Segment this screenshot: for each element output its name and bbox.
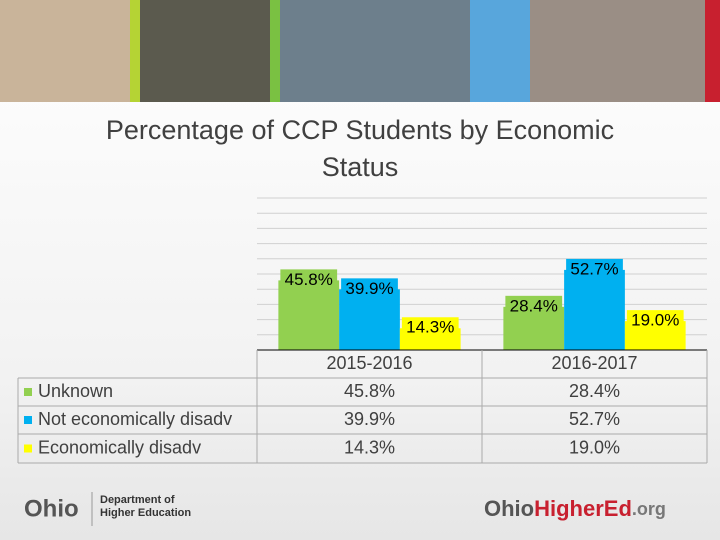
table-cell: 28.4%	[569, 381, 620, 401]
data-label: 28.4%	[510, 296, 558, 315]
legend-swatch	[24, 388, 32, 396]
footer-logo: Ohio	[24, 495, 79, 522]
table-cell: 45.8%	[344, 381, 395, 401]
data-label-bg	[280, 269, 338, 290]
table-cell: 39.9%	[344, 409, 395, 429]
bar	[564, 269, 625, 350]
photo-banner	[0, 0, 720, 102]
data-label: 39.9%	[345, 279, 393, 298]
footer: Ohio Department of Higher Education Ohio…	[24, 492, 666, 526]
legend-swatch	[24, 416, 32, 424]
data-label-bg	[341, 278, 398, 299]
bar	[339, 289, 400, 350]
table-cell: 19.0%	[569, 437, 620, 457]
data-label: 14.3%	[406, 318, 454, 337]
chart-title: Percentage of CCP Students by Economic S…	[105, 115, 615, 182]
legend-label: Unknown	[38, 381, 113, 401]
legend-swatch	[24, 444, 32, 453]
footer-text: Department of Higher Education	[100, 494, 192, 519]
data-label: 19.0%	[631, 311, 679, 330]
table-cell: 52.7%	[569, 409, 620, 429]
footer-url-part: .org	[632, 499, 666, 519]
data-label-bg	[626, 310, 684, 331]
footer-url-part: HigherEd	[534, 496, 632, 521]
x-tick-label: 2015-2016	[326, 353, 412, 373]
bar	[278, 280, 340, 350]
footer-url-part: Ohio	[484, 496, 534, 521]
table-cell: 14.3%	[344, 437, 395, 457]
data-label: 52.7%	[570, 259, 618, 278]
x-tick-label: 2016-2017	[551, 353, 637, 373]
legend-label: Not economically disadv	[38, 409, 232, 429]
data-label-bg	[401, 317, 459, 338]
data-label-bg	[505, 295, 563, 316]
legend-label: Economically disadv	[38, 437, 201, 457]
data-label-bg	[566, 258, 623, 279]
footer-url: OhioHigherEd.org	[484, 496, 666, 521]
data-label: 45.8%	[285, 270, 333, 289]
